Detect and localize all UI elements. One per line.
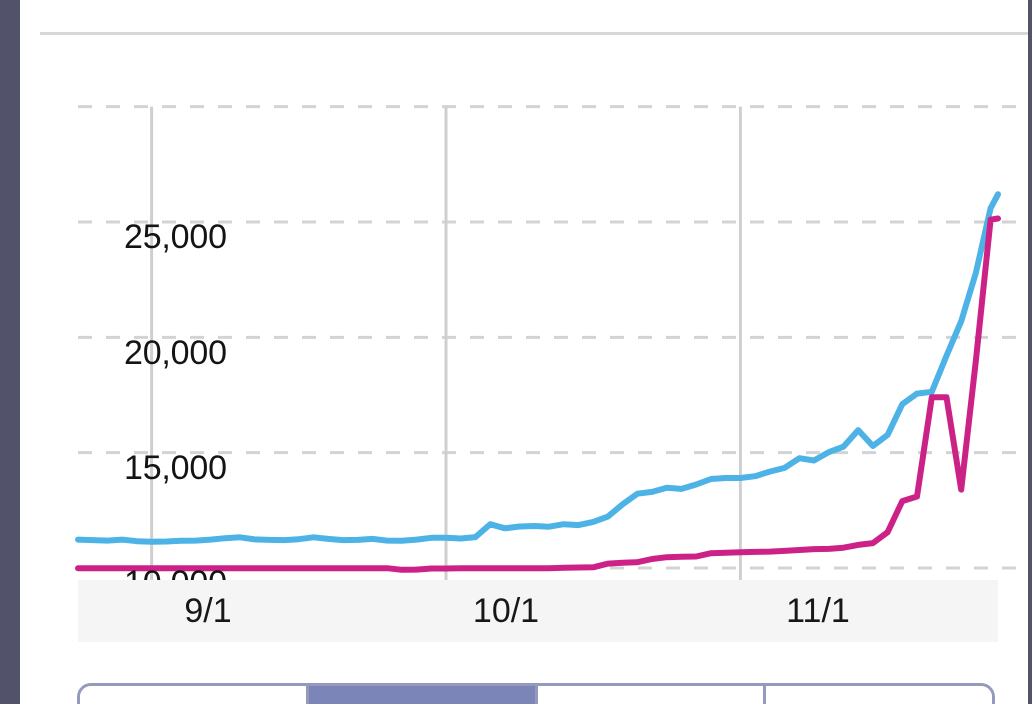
x-tick-label-0: 9/1	[184, 591, 232, 630]
range-segmented-control[interactable]	[77, 683, 995, 704]
segment-0[interactable]	[80, 686, 309, 704]
chart-x-axis: 9/1 10/1 11/1	[78, 580, 998, 642]
y-tick-label-25000: 25,000	[124, 218, 227, 256]
chart-plot-area[interactable]	[40, 35, 1028, 580]
chart-card: 25,000 20,000 15,000 10,000 9/1 10/1 11/…	[40, 35, 1028, 650]
x-tick-label-1: 10/1	[472, 591, 540, 630]
app-viewport: 25,000 20,000 15,000 10,000 9/1 10/1 11/…	[40, 0, 1028, 704]
line-chart	[75, 105, 1020, 580]
segment-3[interactable]	[766, 686, 992, 704]
x-tick-label-2: 11/1	[786, 591, 850, 630]
segment-2[interactable]	[537, 686, 767, 704]
y-tick-label-15000: 15,000	[124, 449, 227, 487]
y-tick-label-20000: 20,000	[124, 334, 227, 372]
header-divider	[40, 32, 1028, 35]
segment-1[interactable]	[308, 686, 538, 704]
